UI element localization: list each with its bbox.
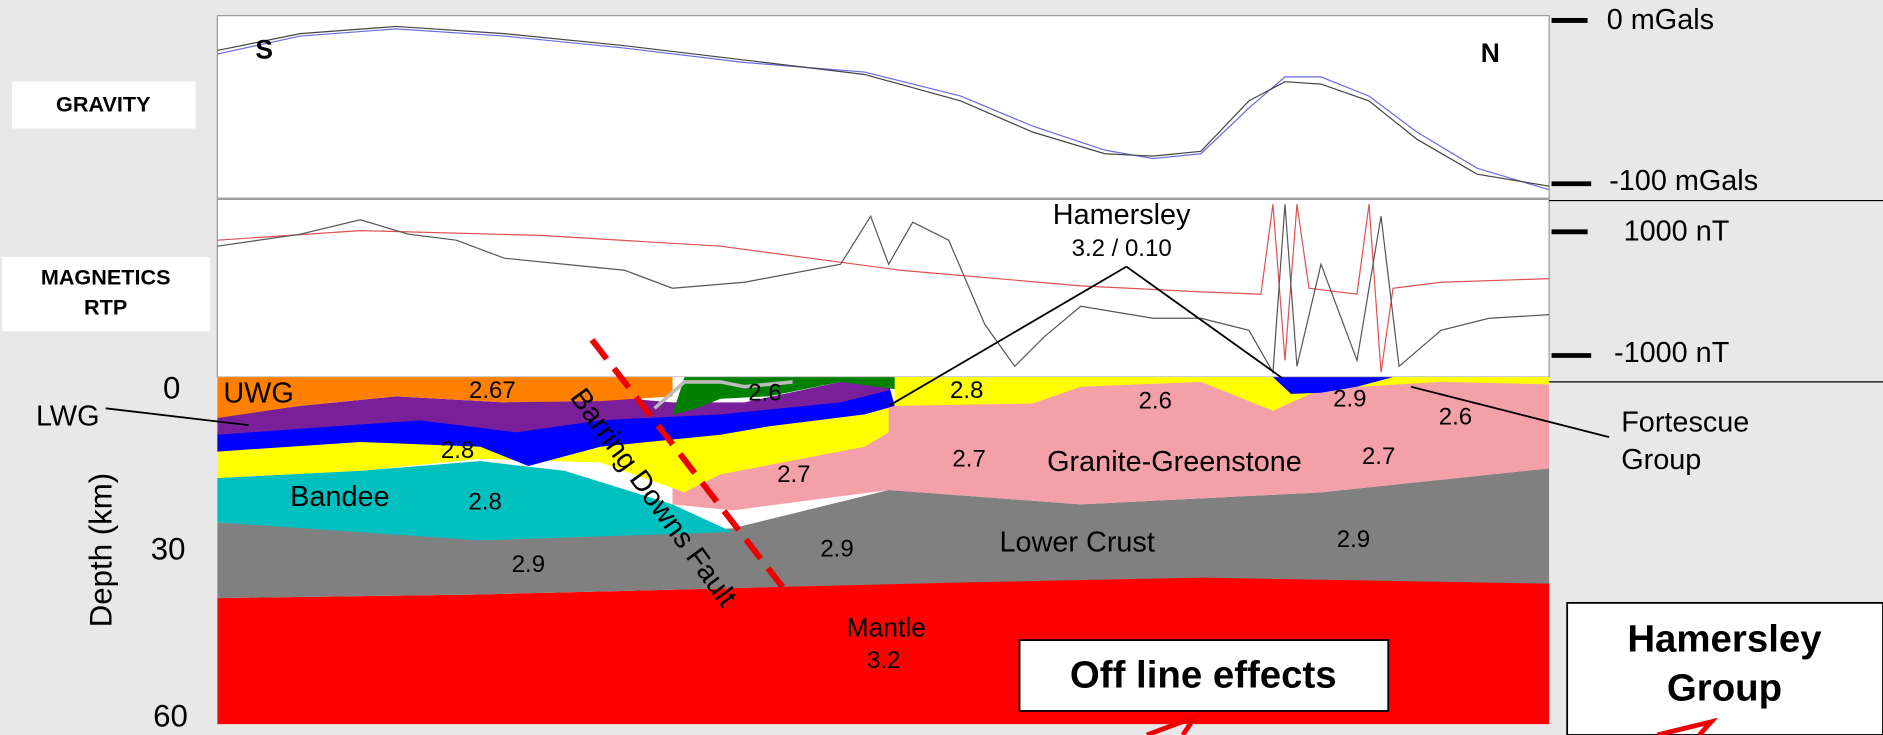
scale-label: -1000 nT	[1614, 337, 1729, 369]
density: 2.6	[748, 379, 781, 406]
callout: 3.2 / 0.10	[1072, 235, 1172, 262]
density: 2.7	[777, 461, 810, 488]
callout: Group	[1621, 444, 1701, 476]
depth-tick: 30	[151, 531, 186, 566]
callout: LWG	[36, 401, 99, 433]
scale-label: 1000 nT	[1624, 216, 1730, 248]
callout: Fortescue	[1621, 407, 1749, 439]
density: 2.9	[820, 535, 853, 562]
unit-label: Lower Crust	[1000, 527, 1155, 559]
depth-tick: 0	[163, 371, 180, 406]
unit-label: Granite-Greenstone	[1047, 446, 1302, 478]
box-label: Group	[1667, 667, 1782, 710]
density: 2.9	[1333, 385, 1366, 412]
cross-section-slide: GRAVITY MAGNETICS RTP S N 0 mGals -100 m…	[0, 0, 1883, 735]
density: 2.7	[952, 445, 985, 472]
density: 2.8	[468, 489, 501, 516]
page: GRAVITY MAGNETICS RTP S N 0 mGals -100 m…	[0, 0, 1883, 735]
direction: S	[255, 35, 273, 65]
density: 2.8	[441, 437, 474, 464]
magnetics-panel	[217, 199, 1549, 377]
direction: N	[1481, 38, 1500, 68]
density: 2.8	[950, 377, 983, 404]
scale-label: 0 mGals	[1607, 4, 1714, 36]
depth-tick: 60	[153, 698, 188, 733]
gravity-panel	[217, 16, 1549, 199]
box-label: Hamersley	[1627, 617, 1822, 660]
scale-label: -100 mGals	[1609, 165, 1758, 197]
density: 2.6	[1139, 388, 1172, 415]
panel-label: GRAVITY	[56, 91, 151, 116]
unit-label: 3.2	[867, 647, 900, 674]
depth-axis-label: Depth (km)	[84, 473, 119, 627]
panel-label: MAGNETICS	[41, 264, 171, 289]
density: 2.9	[512, 551, 545, 578]
panel-label: RTP	[84, 294, 127, 319]
density: 2.9	[1337, 526, 1370, 553]
unit-label: Mantle	[847, 612, 926, 642]
callout: Hamersley	[1053, 199, 1191, 231]
unit-label: UWG	[223, 378, 293, 410]
box-label: Off line effects	[1070, 653, 1337, 696]
density: 2.6	[1439, 403, 1472, 430]
density: 2.7	[1362, 443, 1395, 470]
density: 2.67	[469, 377, 516, 404]
unit-label: Bandee	[290, 481, 389, 513]
